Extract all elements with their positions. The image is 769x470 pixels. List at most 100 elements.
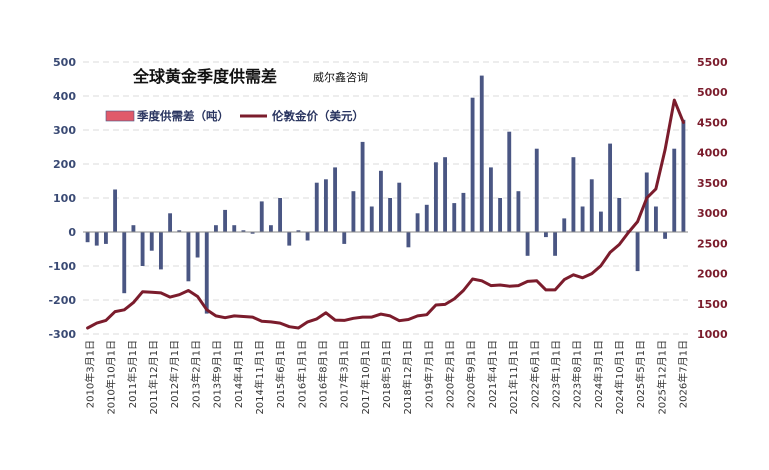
x-axis-tick-label: 2017年10月1日 [359,340,372,415]
bar [672,148,677,232]
right-axis-tick-label: 1500 [697,298,728,311]
bar-series [85,75,686,314]
bar [534,148,539,232]
bar [333,167,338,232]
right-axis-tick-label: 2500 [697,237,728,250]
x-axis-tick-label: 2023年1月1日 [549,340,562,408]
x-axis-tick-label: 2023年8月1日 [571,340,584,408]
bar [168,213,173,232]
bar [388,198,393,232]
x-axis-tick-label: 2013年2月1日 [189,340,202,408]
bar [140,232,145,266]
bar [461,192,466,232]
left-axis-tick-label: -100 [48,260,76,273]
x-axis-tick-label: 2017年3月1日 [338,340,351,408]
bar [608,143,613,232]
x-axis-tick-label: 2019年7月1日 [422,340,435,408]
bar [543,232,548,238]
x-axis-tick-label: 2015年6月1日 [274,340,287,408]
bar [149,232,154,251]
bar [342,232,347,244]
bar [443,157,448,232]
legend-bar-swatch [105,110,135,122]
x-axis-tick-label: 2013年9月1日 [211,340,224,408]
chart-subtitle: 威尔鑫咨询 [313,70,368,84]
x-axis-tick-label: 2012年7月1日 [168,340,181,408]
bar [296,230,301,232]
bar [259,201,264,232]
bar [433,162,438,232]
x-axis-tick-label: 2024年10月1日 [613,340,626,415]
axes: 5004003002001000-100-200-300550050004500… [48,56,727,415]
right-axis-tick-label: 3000 [697,207,728,220]
bar [314,182,319,232]
x-axis-tick-label: 2014年4月1日 [232,340,245,408]
x-axis-tick-label: 2025年12月1日 [655,340,668,415]
bar [250,232,255,234]
right-axis-tick-label: 3500 [697,177,728,190]
right-axis-tick-label: 4000 [697,147,728,160]
right-axis-tick-label: 1000 [697,328,728,341]
bar [369,206,374,232]
right-axis-tick-label: 5500 [697,56,728,69]
x-axis-tick-label: 2018年12月1日 [401,340,414,415]
bar [103,232,108,244]
x-axis-tick-label: 2010年10月1日 [105,340,118,415]
x-axis-tick-label: 2011年5月1日 [126,340,139,408]
bar [305,232,310,241]
x-axis-tick-label: 2016年8月1日 [316,340,329,408]
bar [516,191,521,232]
right-axis-tick-label: 4500 [697,116,728,129]
bar [113,189,118,232]
x-axis-tick-label: 2016年1月1日 [295,340,308,408]
bar [351,191,356,232]
x-axis-tick-label: 2024年3月1日 [592,340,605,408]
bar [397,182,402,232]
bar [525,232,530,256]
left-axis-tick-label: 400 [53,90,76,103]
bar [85,232,90,243]
bar [507,131,512,232]
x-axis-tick-label: 2018年5月1日 [380,340,393,408]
bar [452,203,457,232]
x-axis-tick-label: 2021年11月1日 [507,340,520,415]
bar [617,198,622,232]
x-axis-tick-label: 2021年4月1日 [486,340,499,408]
left-axis-tick-label: 300 [53,124,76,137]
bar [213,225,218,232]
chart-title: 全球黄金季度供需差 [132,67,277,86]
bar [204,232,209,314]
bar [571,157,576,232]
bar [663,232,668,239]
x-axis-tick-label: 2014年11月1日 [253,340,266,415]
bar [232,225,237,232]
left-axis-tick-label: 0 [68,226,76,239]
bar [131,225,136,232]
bar [186,232,191,282]
bar [589,179,594,232]
x-axis-tick-label: 2026年7月1日 [677,340,690,408]
bar [122,232,127,294]
bar [94,232,99,246]
left-axis-tick-label: 500 [53,56,76,69]
x-axis-tick-label: 2011年12月1日 [147,340,160,415]
bar [562,218,567,232]
left-axis-tick-label: 100 [53,192,76,205]
bar [653,206,658,232]
bar [378,170,383,232]
bar [287,232,292,246]
legend-label: 伦敦金价（美元） [272,109,364,123]
bar [278,198,283,232]
bar [177,230,182,232]
x-axis-tick-label: 2020年9月1日 [465,340,478,408]
legend-label: 季度供需差（吨） [136,109,229,123]
grid-lines [83,61,688,335]
legend: 季度供需差（吨） 伦敦金价（美元） [105,109,364,123]
bar [498,198,503,232]
right-axis-tick-label: 2000 [697,268,728,281]
left-axis-tick-label: 200 [53,158,76,171]
bar [268,225,273,232]
x-axis-tick-label: 2020年2月1日 [444,340,457,408]
